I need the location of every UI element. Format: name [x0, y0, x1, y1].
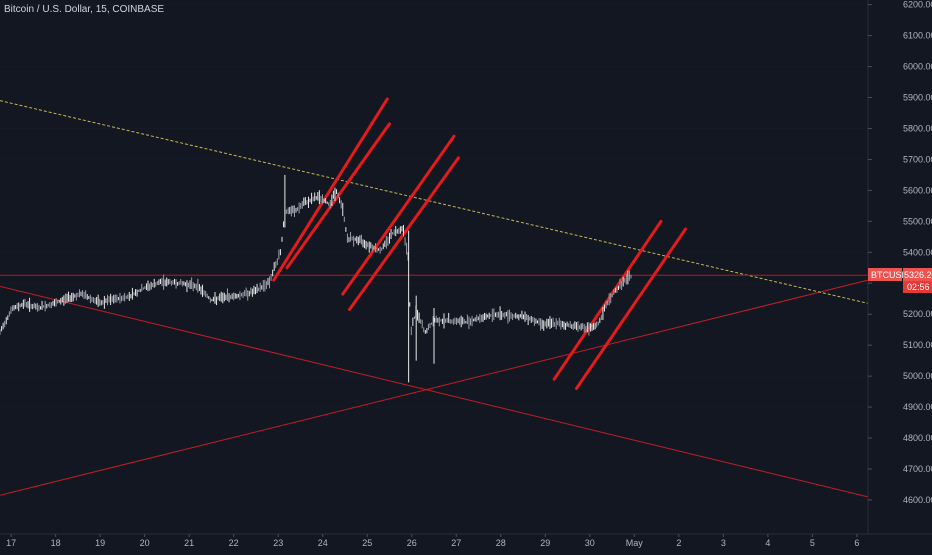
y-tick-label: 5400.00	[903, 247, 932, 257]
channel-line[interactable]	[272, 97, 389, 282]
symbol-tag-bg	[868, 268, 902, 281]
chart-title: Bitcoin / U.S. Dollar, 15, COINBASE	[4, 4, 165, 15]
y-tick-label: 5900.00	[903, 93, 932, 103]
channel-line[interactable]	[574, 227, 687, 391]
x-tick-label: 28	[496, 538, 506, 548]
x-tick-label: 27	[451, 538, 461, 548]
channel-line[interactable]	[552, 219, 663, 381]
y-tick-label: 5800.00	[903, 123, 932, 133]
trendline[interactable]	[0, 285, 869, 498]
y-tick-label: 5500.00	[903, 216, 932, 226]
channel-line[interactable]	[341, 134, 456, 296]
countdown-tag: 02:56	[907, 282, 930, 292]
y-tick-label: 4600.00	[903, 495, 932, 505]
x-tick-label: 25	[362, 538, 372, 548]
y-tick-label: 5000.00	[903, 371, 932, 381]
x-tick-label: 5	[810, 538, 815, 548]
time-axis-panel[interactable]	[0, 534, 932, 550]
x-tick-label: 21	[184, 538, 194, 548]
x-tick-label: 22	[229, 538, 239, 548]
x-tick-label: 20	[140, 538, 150, 548]
x-axis: 17 18 19 20 21 22 23 24 25 26 27 28 29 30 May 2 3 4 5 6	[6, 534, 859, 548]
x-tick-label: May	[626, 538, 644, 548]
last-price-tag: 5326.21	[904, 270, 932, 280]
symbol-tag: BTCUSD	[871, 270, 909, 280]
x-tick-label: 26	[407, 538, 417, 548]
trendline[interactable]	[0, 279, 869, 496]
x-tick-label: 3	[721, 538, 726, 548]
x-tick-label: 4	[765, 538, 770, 548]
y-tick-label: 6200.00	[903, 0, 932, 10]
price-axis-panel[interactable]	[868, 0, 932, 534]
y-tick-label: 6100.00	[903, 31, 932, 41]
y-tick-label: 5100.00	[903, 340, 932, 350]
x-tick-label: 29	[540, 538, 550, 548]
y-tick-label: 5600.00	[903, 185, 932, 195]
x-tick-label: 18	[51, 538, 61, 548]
x-tick-label: 19	[95, 538, 105, 548]
x-tick-label: 2	[676, 538, 681, 548]
x-tick-label: 24	[318, 538, 328, 548]
price-tags: BTCUSD 5326.21 02:56	[868, 268, 932, 293]
y-tick-label: 5700.00	[903, 154, 932, 164]
y-tick-label: 4800.00	[903, 433, 932, 443]
dashed-trendline[interactable]	[0, 100, 869, 304]
x-tick-label: 17	[6, 538, 16, 548]
x-tick-label: 23	[273, 538, 283, 548]
y-tick-label: 6000.00	[903, 62, 932, 72]
y-tick-label: 5200.00	[903, 309, 932, 319]
y-tick-label: 4700.00	[903, 464, 932, 474]
x-tick-label: 30	[585, 538, 595, 548]
price-layer	[0, 174, 632, 383]
countdown-tag-bg	[903, 281, 932, 293]
y-tick-label: 4900.00	[903, 402, 932, 412]
x-tick-label: 6	[854, 538, 859, 548]
last-price-tag-bg	[903, 268, 932, 281]
